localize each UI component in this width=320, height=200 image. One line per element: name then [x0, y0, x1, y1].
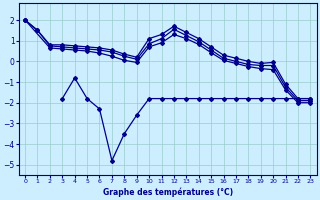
X-axis label: Graphe des températures (°C): Graphe des températures (°C) [103, 187, 233, 197]
